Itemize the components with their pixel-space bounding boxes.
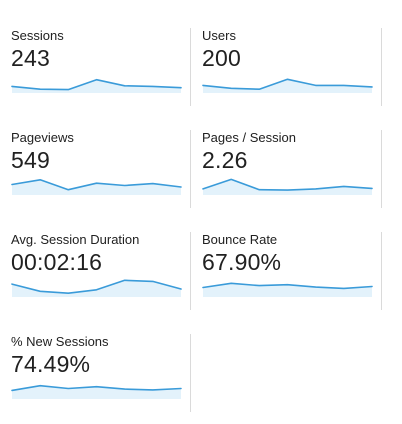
sparkline-area [203,79,372,93]
sparkline-area [12,179,181,195]
metric-value: 00:02:16 [11,249,103,275]
sparkline-new-sessions [11,384,182,399]
card-divider [190,334,191,412]
metric-value: 549 [11,147,50,173]
sparkline-avg-session-duration [11,279,182,297]
metric-label: % New Sessions [11,334,109,349]
card-divider [381,232,382,310]
metric-card-new-sessions[interactable]: % New Sessions 74.49% [11,334,191,412]
sparkline-line [202,178,373,191]
metric-label: Avg. Session Duration [11,232,140,247]
sparkline-line [11,279,182,294]
metric-card-bounce-rate[interactable]: Bounce Rate 67.90% [202,232,382,310]
metric-label: Pageviews [11,130,74,145]
metric-card-pages-per-session[interactable]: Pages / Session 2.26 [202,130,382,208]
sparkline-pages-per-session [202,178,373,195]
metric-card-avg-session-duration[interactable]: Avg. Session Duration 00:02:16 [11,232,191,310]
sparkline-line [202,282,373,290]
card-divider [381,28,382,106]
metric-label: Users [202,28,236,43]
metric-value: 243 [11,45,50,71]
card-divider [190,130,191,208]
sparkline-pageviews [11,179,182,195]
card-divider [190,28,191,106]
sparkline-area [203,283,372,297]
sparkline-line [11,384,182,392]
metric-value: 67.90% [202,249,282,275]
sparkline-line [202,78,373,90]
sparkline-area [12,385,181,399]
sparkline-line [11,179,182,191]
sparkline-bounce-rate [202,282,373,297]
sparkline-users [202,78,373,93]
metric-label: Bounce Rate [202,232,278,247]
metric-value: 74.49% [11,351,91,377]
metric-value: 200 [202,45,241,71]
metric-card-users[interactable]: Users 200 [202,28,382,106]
metric-label: Pages / Session [202,130,296,145]
metric-label: Sessions [11,28,64,43]
sparkline-area [203,179,372,195]
sparkline-line [11,78,182,91]
metric-value: 2.26 [202,147,248,173]
sparkline-sessions [11,78,182,93]
metric-card-pageviews[interactable]: Pageviews 549 [11,130,191,208]
card-divider [381,130,382,208]
card-divider [190,232,191,310]
metric-card-sessions[interactable]: Sessions 243 [11,28,191,106]
